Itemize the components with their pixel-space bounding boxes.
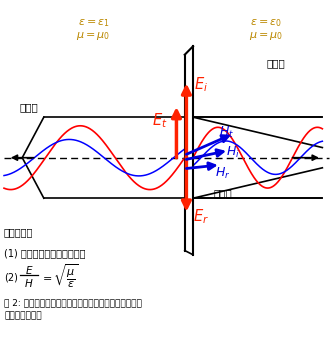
- Text: $E_i$: $E_i$: [193, 76, 208, 95]
- Text: $E_r$: $E_r$: [193, 207, 209, 226]
- Text: $=\sqrt{\dfrac{\mu}{\varepsilon}}$: $=\sqrt{\dfrac{\mu}{\varepsilon}}$: [40, 263, 78, 291]
- Text: 図 2: 誘電率の異なる界面における電場ベクトル，磁場: 図 2: 誘電率の異なる界面における電場ベクトル，磁場: [4, 298, 142, 307]
- Text: 入射波: 入射波: [266, 58, 285, 68]
- Text: (1) 界面で電場・磁場が連続: (1) 界面で電場・磁場が連続: [4, 248, 86, 258]
- Text: 境界条件：: 境界条件：: [4, 227, 33, 237]
- Text: ベクトルの保存: ベクトルの保存: [4, 311, 42, 320]
- Text: $H_i$: $H_i$: [226, 145, 240, 160]
- Text: $E$: $E$: [25, 264, 33, 276]
- Text: 透過波: 透過波: [20, 102, 38, 112]
- Text: $\varepsilon=\varepsilon_0$: $\varepsilon=\varepsilon_0$: [250, 17, 282, 28]
- Text: $E_t$: $E_t$: [152, 111, 167, 130]
- Text: $H_t$: $H_t$: [219, 125, 234, 140]
- Text: $\varepsilon=\varepsilon_1$: $\varepsilon=\varepsilon_1$: [78, 17, 110, 28]
- Text: 反射波: 反射波: [213, 188, 232, 198]
- Text: (2): (2): [4, 273, 18, 282]
- Text: $\mu=\mu_0$: $\mu=\mu_0$: [249, 30, 283, 42]
- Text: $H$: $H$: [24, 277, 34, 289]
- Text: $H_r$: $H_r$: [215, 166, 230, 181]
- Text: $\mu=\mu_0$: $\mu=\mu_0$: [76, 30, 111, 42]
